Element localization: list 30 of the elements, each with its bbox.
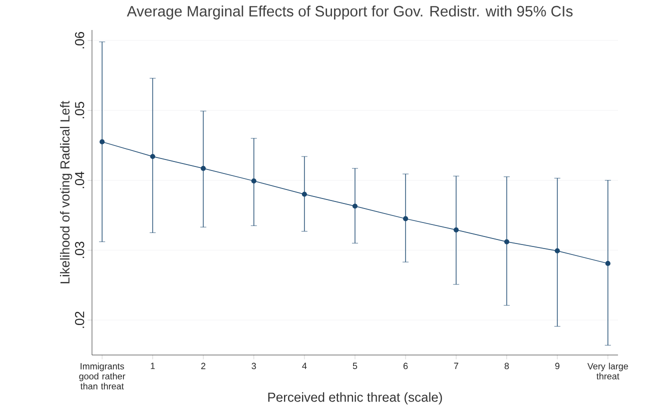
x-tick-label: 3	[252, 362, 256, 370]
x-tick-label: Immigrants good rather than threat	[79, 362, 126, 390]
y-tick-label: .06	[74, 32, 84, 48]
y-axis-title: Likelihood of voting Radical Left	[60, 100, 72, 284]
point	[403, 216, 408, 222]
x-tick-label: 9	[555, 362, 560, 370]
y-tick-label: .02	[74, 312, 84, 328]
y-tick-label: .05	[74, 102, 84, 118]
point	[251, 178, 256, 184]
x-tick-label: 1	[150, 362, 155, 369]
x-axis-title: Perceived ethnic threat (scale)	[268, 392, 442, 404]
point	[554, 248, 560, 254]
point	[605, 260, 610, 266]
point	[200, 166, 206, 171]
point	[504, 239, 510, 244]
x-tick-label: 5	[352, 362, 358, 370]
x-tick-label: 6	[404, 362, 408, 370]
x-tick-label: 2	[201, 362, 206, 370]
point	[302, 192, 307, 197]
chart-title: Average Marginal Effects of Support for Gov. Redistr. with 95% CIs	[126, 6, 573, 20]
x-tick-label: Very large threat	[587, 362, 628, 380]
x-tick-label: 8	[504, 362, 509, 370]
point	[150, 154, 156, 160]
point	[352, 204, 358, 209]
x-tick-label: 7	[454, 362, 458, 369]
point	[100, 139, 105, 144]
y-tick-label: .04	[74, 172, 84, 188]
x-tick-label: 4	[302, 362, 307, 369]
y-tick-label: .03	[74, 242, 84, 258]
point	[454, 227, 459, 232]
